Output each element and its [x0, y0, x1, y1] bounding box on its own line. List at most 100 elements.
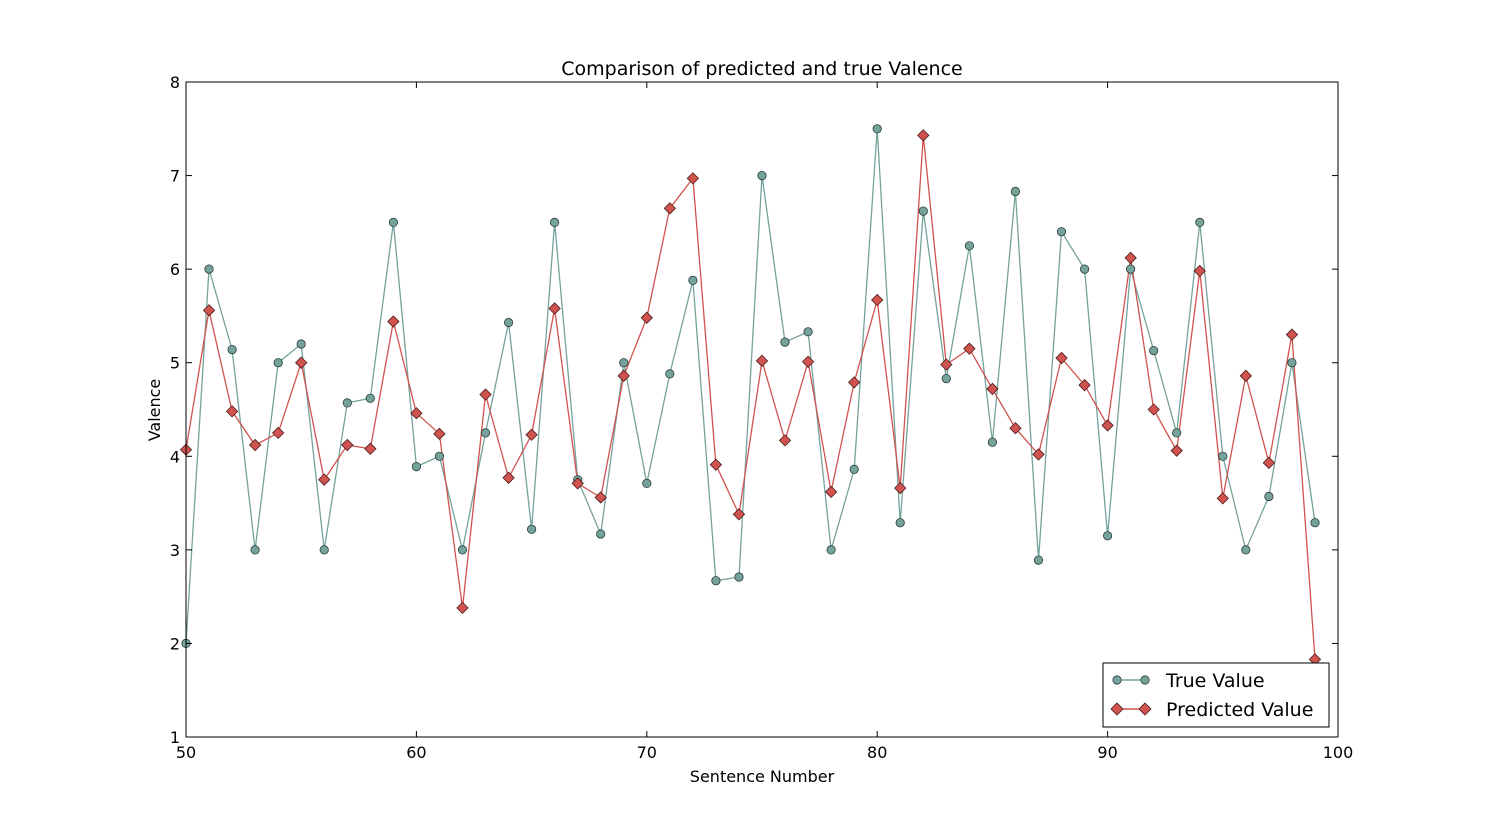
true-value-point	[941, 373, 951, 384]
predicted-value-point	[1239, 369, 1253, 382]
predicted-value-point	[248, 438, 262, 452]
predicted-value-point	[1124, 251, 1137, 265]
series-line-true-value	[185, 128, 1316, 644]
true-value-point	[987, 437, 998, 447]
y-tick-label: 8	[170, 73, 180, 92]
true-value-point	[757, 171, 767, 181]
y-tick-label: 5	[170, 354, 180, 373]
legend-true-label: True Value	[1165, 670, 1265, 692]
predicted-value-point	[571, 477, 584, 490]
true-value-point	[711, 576, 721, 586]
predicted-value-point	[871, 293, 884, 307]
y-tick-label: 2	[170, 634, 180, 653]
true-value-point	[1103, 531, 1113, 541]
predicted-value-point	[894, 481, 907, 495]
true-value-point	[457, 545, 468, 555]
predicted-value-point	[548, 302, 561, 315]
x-tick-label: 60	[406, 743, 426, 762]
true-value-point	[365, 393, 375, 403]
predicted-value-point	[387, 315, 400, 328]
predicted-value-point	[1055, 351, 1068, 365]
predicted-value-point	[364, 442, 377, 455]
true-value-point	[1241, 545, 1251, 555]
predicted-value-point	[778, 434, 792, 447]
predicted-value-point	[1032, 448, 1045, 461]
true-value-point	[849, 464, 859, 474]
plot-area-frame	[185, 81, 1339, 738]
series-lines	[185, 128, 1316, 660]
predicted-value-point	[202, 304, 216, 317]
predicted-value-point	[1216, 492, 1229, 505]
series-line-predicted-value	[185, 135, 1316, 660]
predicted-value-point	[640, 311, 653, 324]
y-axis-ticks: 1 2 3 4 5 6 7 8	[170, 73, 1338, 747]
true-value-point	[549, 217, 560, 227]
predicted-value-point	[225, 405, 239, 418]
predicted-value-point	[617, 369, 630, 382]
true-value-point	[803, 327, 813, 337]
true-value-point	[1080, 264, 1090, 274]
predicted-value-point	[686, 172, 700, 185]
true-value-point	[204, 264, 214, 274]
predicted-value-point	[341, 438, 354, 452]
predicted-value-point	[1170, 444, 1183, 457]
predicted-value-point	[410, 407, 423, 420]
true-value-point	[1218, 451, 1228, 461]
true-value-point	[734, 572, 744, 582]
true-value-point	[1033, 555, 1044, 565]
predicted-value-point	[318, 473, 331, 486]
predicted-value-point	[1193, 264, 1206, 278]
true-value-point	[1126, 264, 1136, 274]
y-tick-label: 1	[170, 728, 180, 747]
true-value-point	[1149, 345, 1159, 356]
true-value-point	[526, 524, 537, 534]
x-tick-label: 70	[637, 743, 657, 762]
y-tick-label: 7	[170, 167, 180, 186]
x-axis-label: Sentence Number	[690, 767, 835, 786]
legend-box	[1102, 662, 1330, 728]
true-value-point	[1010, 186, 1021, 197]
predicted-value-point	[663, 202, 677, 215]
true-value-point	[780, 337, 790, 347]
true-value-point	[411, 461, 421, 472]
y-tick-label: 4	[170, 447, 180, 466]
true-value-point	[688, 275, 698, 285]
true-value-point	[319, 545, 329, 555]
series-markers	[179, 124, 1322, 666]
true-value-point	[964, 241, 975, 251]
predicted-value-point	[1078, 379, 1091, 392]
true-value-point	[296, 339, 306, 349]
true-value-point	[1056, 227, 1067, 237]
predicted-value-point	[479, 388, 492, 401]
x-tick-label: 100	[1323, 743, 1354, 762]
predicted-value-point	[732, 508, 746, 521]
predicted-value-point	[433, 427, 446, 440]
legend-predicted-label: Predicted Value	[1166, 699, 1313, 721]
y-tick-label: 6	[170, 260, 180, 279]
true-value-point	[895, 518, 905, 528]
predicted-value-point	[1262, 456, 1276, 470]
true-value-point	[480, 428, 491, 438]
true-value-point	[1172, 428, 1182, 438]
true-value-point	[826, 545, 836, 555]
x-axis-ticks: 50 60 70 80 90 100	[176, 82, 1353, 762]
predicted-value-point	[525, 428, 538, 441]
true-value-point	[1287, 358, 1297, 368]
predicted-value-point	[847, 376, 861, 389]
y-axis-label: Valence	[145, 379, 164, 442]
legend-predicted-marker	[1110, 702, 1124, 716]
predicted-value-point	[940, 358, 953, 371]
predicted-value-point	[1147, 403, 1160, 416]
predicted-value-point	[1009, 422, 1022, 435]
true-value-point	[1310, 518, 1320, 528]
predicted-value-point	[755, 354, 769, 368]
x-tick-label: 90	[1097, 743, 1117, 762]
x-tick-label: 50	[176, 743, 196, 762]
predicted-value-point	[502, 471, 515, 484]
y-tick-label: 3	[170, 541, 180, 560]
x-tick-label: 80	[867, 743, 887, 762]
legend-true-marker	[1112, 675, 1122, 685]
predicted-value-point	[271, 426, 285, 440]
true-value-point	[388, 217, 398, 227]
